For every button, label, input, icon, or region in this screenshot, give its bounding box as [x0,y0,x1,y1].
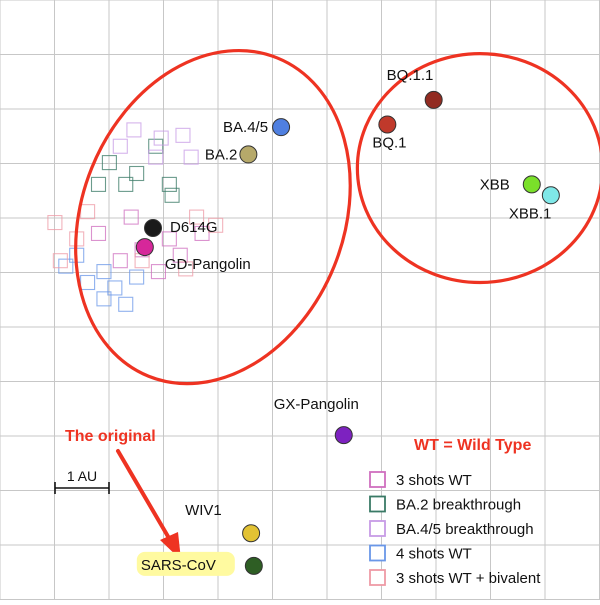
cluster-outlines [74,48,600,386]
legend-swatch [369,471,386,488]
serum-marker [112,253,128,269]
serum-marker [80,274,96,291]
serum-marker [52,253,68,269]
legend-swatch [369,544,386,562]
serum-marker [161,176,177,192]
serum-marker [90,176,107,192]
serum-marker [112,138,128,154]
antigen-point [334,426,353,445]
scale-bar: 1 AU [54,468,110,494]
serum-marker [153,130,169,146]
serum-marker [118,296,134,312]
legend-label: 3 shots WT [396,472,472,489]
legend-label: BA.4/5 breakthrough [396,521,534,538]
legend-swatch [369,495,386,513]
antigen-label: GX-Pangolin [274,396,359,413]
serum-marker [129,269,145,285]
serum-marker [101,155,117,171]
antigen-label: BA.2 [205,146,238,163]
legend-title: WT = Wild Type [414,437,531,454]
serum-marker [178,261,194,277]
antigen-point [144,219,162,237]
antigen-label: XBB.1 [509,205,552,222]
legend-swatch [369,520,386,537]
serum-marker [96,291,112,307]
serum-marker [148,138,164,154]
serum-marker [208,217,224,233]
antigen-point [242,524,261,543]
original-arrow [116,449,181,560]
antigen-point [378,115,397,134]
serum-marker [129,165,145,182]
serum-marker [126,122,142,138]
antigen-label: WIV1 [185,502,222,519]
sera-markers [47,122,224,312]
antigen-point [541,186,560,205]
legend-swatch [369,569,386,586]
serum-marker [107,280,123,296]
antigen-point [522,175,541,194]
antigen-label: BQ.1.1 [387,67,434,84]
original-annotation: The original [65,428,156,445]
antigen-point [135,238,154,257]
highlight-marker [136,551,235,576]
antigen-label: GD-Pangolin [165,256,251,273]
serum-marker [123,209,139,225]
serum-marker [175,127,191,143]
serum-marker [96,264,112,280]
antigen-point [244,556,263,575]
serum-marker [80,204,96,220]
serum-marker [47,215,63,231]
legend-label: BA.2 breakthrough [396,497,521,514]
serum-marker [194,225,210,241]
antigen-point [239,145,258,164]
cluster-ellipse [355,52,600,285]
legend: WT = Wild Type 3 shots WT BA.2 breakthroug… [369,437,541,587]
serum-marker [161,231,177,247]
cluster-ellipse [74,48,352,386]
arrow-shaft [116,449,175,547]
serum-marker [150,264,166,280]
antigen-point [272,118,291,137]
antigen-label: D614G [170,219,218,236]
serum-marker [90,225,107,241]
antigen-markers [135,90,560,575]
antigen-point [424,90,443,109]
serum-marker [58,258,74,274]
serum-marker [148,149,164,165]
antigen-labels: D614G GD-Pangolin BA.2 BA.4/5 BQ.1 BQ.1.1 XBB X… [65,67,551,576]
serum-marker [164,187,180,203]
legend-label: 4 shots WT [396,546,472,563]
antigen-label: XBB [480,176,510,193]
scale-bar-label: 1 AU [67,468,97,484]
serum-marker [189,209,205,225]
serum-marker [183,149,199,165]
serum-marker [118,176,134,192]
antigen-label: SARS-CoV [141,557,216,574]
antigen-label: BQ.1 [372,134,406,151]
antigen-label: BA.4/5 [223,119,268,136]
legend-label: 3 shots WT + bivalent [396,570,541,587]
